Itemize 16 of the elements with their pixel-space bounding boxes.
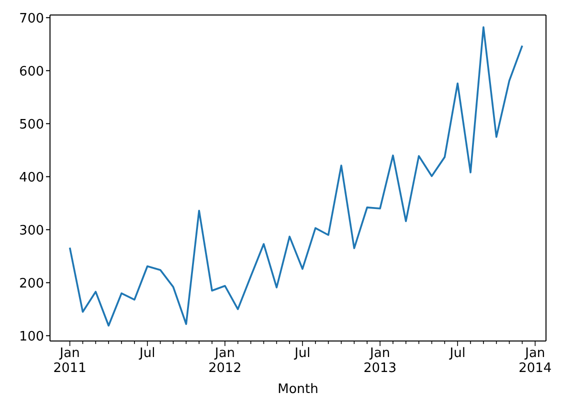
x-tick-label: Jul	[448, 346, 466, 361]
x-tick-label: Jan 2013	[364, 346, 397, 376]
x-tick-label: Jan 2011	[53, 346, 86, 376]
y-tick-label: 400	[19, 170, 44, 186]
x-tick-label: Jul	[138, 346, 156, 361]
x-tick-label: Jul	[294, 346, 310, 361]
y-tick-label: 100	[19, 329, 44, 344]
y-tick-label: 500	[19, 117, 44, 132]
x-axis-title: Month	[278, 382, 318, 397]
y-tick-label: 600	[19, 64, 44, 80]
y-tick-label: 200	[19, 276, 44, 292]
line-series	[68, 26, 524, 327]
y-tick-label: 700	[19, 11, 44, 26]
y-tick-label: 300	[19, 223, 44, 238]
x-tick-label: Jan 2014	[518, 346, 552, 376]
x-tick-label: Jan 2012	[208, 346, 242, 376]
